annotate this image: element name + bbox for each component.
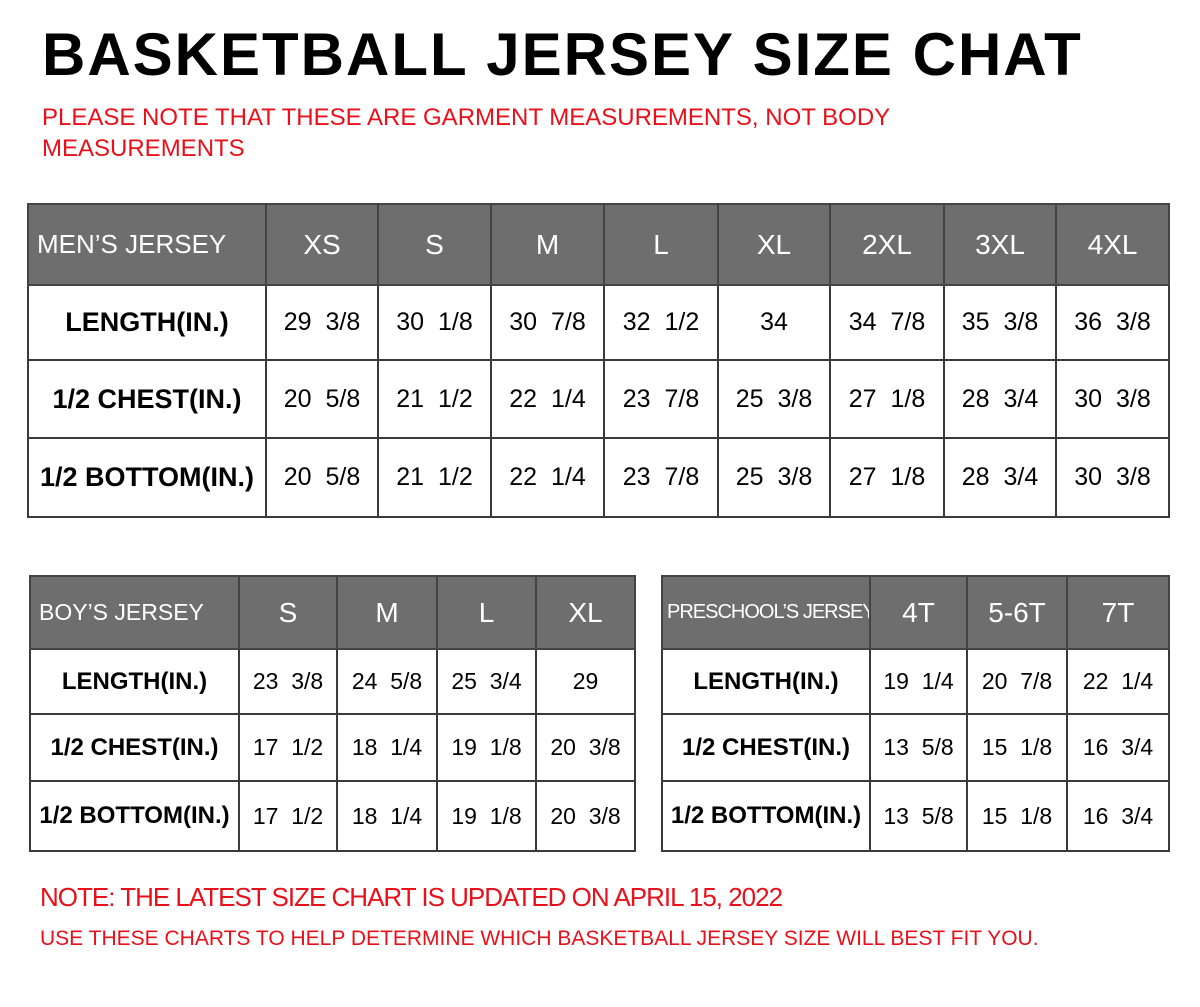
measurement-cell: 29 [535, 648, 636, 715]
table-row: 1/2 CHEST(IN.) 13 5/8 15 1/8 16 3/4 [661, 713, 1170, 782]
row-label: 1/2 BOTTOM(IN.) [29, 780, 240, 852]
size-header: S [377, 203, 492, 286]
row-label: 1/2 CHEST(IN.) [661, 713, 871, 782]
page-title: BASKETBALL JERSEY SIZE CHAT [42, 21, 1083, 88]
measurement-cell: 24 5/8 [336, 648, 438, 715]
measurement-cell: 30 3/8 [1055, 437, 1170, 518]
header-row: PRESCHOOL’S JERSEY 4T 5-6T 7T [661, 575, 1170, 650]
header-row: MEN’S JERSEY XS S M L XL 2XL 3XL 4XL [27, 203, 1170, 286]
measurement-cell: 20 3/8 [535, 780, 636, 852]
header-row: BOY’S JERSEY S M L XL [29, 575, 636, 650]
table-label: MEN’S JERSEY [27, 203, 267, 286]
measurement-cell: 22 1/4 [490, 359, 605, 439]
table-row: LENGTH(IN.) 19 1/4 20 7/8 22 1/4 [661, 648, 1170, 715]
measurement-cell: 17 1/2 [238, 780, 338, 852]
table-row: 1/2 CHEST(IN.) 20 5/8 21 1/2 22 1/4 23 7/8 25… [27, 359, 1170, 439]
size-header: XS [265, 203, 379, 286]
table-row: 1/2 CHEST(IN.) 17 1/2 18 1/4 19 1/8 20 3/8 [29, 713, 636, 782]
measurement-cell: 19 1/8 [436, 780, 537, 852]
row-label: LENGTH(IN.) [27, 284, 267, 361]
garment-notice-line2: MEASUREMENTS [42, 135, 245, 162]
footer-update-note: NOTE: THE LATEST SIZE CHART IS UPDATED O… [40, 882, 783, 912]
measurement-cell: 34 [717, 284, 831, 361]
measurement-cell: 22 1/4 [1066, 648, 1170, 715]
table-row: LENGTH(IN.) 23 3/8 24 5/8 25 3/4 29 [29, 648, 636, 715]
row-label: 1/2 CHEST(IN.) [29, 713, 240, 782]
measurement-cell: 27 1/8 [829, 359, 945, 439]
table-row: LENGTH(IN.) 29 3/8 30 1/8 30 7/8 32 1/2 34 34 … [27, 284, 1170, 361]
measurement-cell: 16 3/4 [1066, 713, 1170, 782]
measurement-cell: 23 7/8 [603, 359, 719, 439]
measurement-cell: 23 7/8 [603, 437, 719, 518]
preschool-size-table: PRESCHOOL’S JERSEY 4T 5-6T 7T LENGTH(IN.) 19 … [661, 575, 1170, 852]
measurement-cell: 34 7/8 [829, 284, 945, 361]
footer-fit-note: USE THESE CHARTS TO HELP DETERMINE WHICH… [40, 927, 1039, 950]
measurement-cell: 32 1/2 [603, 284, 719, 361]
measurement-cell: 20 3/8 [535, 713, 636, 782]
measurement-cell: 17 1/2 [238, 713, 338, 782]
row-label: 1/2 BOTTOM(IN.) [661, 780, 871, 852]
measurement-cell: 27 1/8 [829, 437, 945, 518]
measurement-cell: 13 5/8 [869, 780, 968, 852]
measurement-cell: 19 1/8 [436, 713, 537, 782]
measurement-cell: 25 3/8 [717, 437, 831, 518]
row-label: 1/2 CHEST(IN.) [27, 359, 267, 439]
size-header: M [336, 575, 438, 650]
measurement-cell: 29 3/8 [265, 284, 379, 361]
measurement-cell: 21 1/2 [377, 437, 492, 518]
measurement-cell: 19 1/4 [869, 648, 968, 715]
size-header: M [490, 203, 605, 286]
garment-notice-line1: PLEASE NOTE THAT THESE ARE GARMENT MEASU… [42, 104, 891, 131]
measurement-cell: 28 3/4 [943, 437, 1057, 518]
measurement-cell: 30 1/8 [377, 284, 492, 361]
measurement-cell: 18 1/4 [336, 713, 438, 782]
measurement-cell: 25 3/8 [717, 359, 831, 439]
measurement-cell: 15 1/8 [966, 780, 1068, 852]
size-header: 4XL [1055, 203, 1170, 286]
measurement-cell: 15 1/8 [966, 713, 1068, 782]
measurement-cell: 35 3/8 [943, 284, 1057, 361]
row-label: LENGTH(IN.) [661, 648, 871, 715]
size-header: 3XL [943, 203, 1057, 286]
row-label: LENGTH(IN.) [29, 648, 240, 715]
size-header: XL [535, 575, 636, 650]
measurement-cell: 30 3/8 [1055, 359, 1170, 439]
measurement-cell: 20 5/8 [265, 437, 379, 518]
table-label: BOY’S JERSEY [29, 575, 240, 650]
measurement-cell: 28 3/4 [943, 359, 1057, 439]
size-header: XL [717, 203, 831, 286]
size-header: L [603, 203, 719, 286]
measurement-cell: 20 5/8 [265, 359, 379, 439]
measurement-cell: 18 1/4 [336, 780, 438, 852]
measurement-cell: 21 1/2 [377, 359, 492, 439]
measurement-cell: 16 3/4 [1066, 780, 1170, 852]
size-header: L [436, 575, 537, 650]
table-row: 1/2 BOTTOM(IN.) 13 5/8 15 1/8 16 3/4 [661, 780, 1170, 852]
measurement-cell: 23 3/8 [238, 648, 338, 715]
boys-size-table: BOY’S JERSEY S M L XL LENGTH(IN.) 23 3/8 24 5/8… [29, 575, 636, 852]
size-header: S [238, 575, 338, 650]
mens-size-table: MEN’S JERSEY XS S M L XL 2XL 3XL 4XL LENGTH(IN.) 2… [27, 203, 1170, 518]
table-row: 1/2 BOTTOM(IN.) 20 5/8 21 1/2 22 1/4 23 7/8 2… [27, 437, 1170, 518]
measurement-cell: 22 1/4 [490, 437, 605, 518]
measurement-cell: 20 7/8 [966, 648, 1068, 715]
size-header: 2XL [829, 203, 945, 286]
row-label: 1/2 BOTTOM(IN.) [27, 437, 267, 518]
table-label: PRESCHOOL’S JERSEY [661, 575, 871, 650]
size-header: 4T [869, 575, 968, 650]
measurement-cell: 25 3/4 [436, 648, 537, 715]
table-row: 1/2 BOTTOM(IN.) 17 1/2 18 1/4 19 1/8 20 3/8 [29, 780, 636, 852]
measurement-cell: 30 7/8 [490, 284, 605, 361]
measurement-cell: 36 3/8 [1055, 284, 1170, 361]
measurement-cell: 13 5/8 [869, 713, 968, 782]
size-header: 7T [1066, 575, 1170, 650]
size-header: 5-6T [966, 575, 1068, 650]
